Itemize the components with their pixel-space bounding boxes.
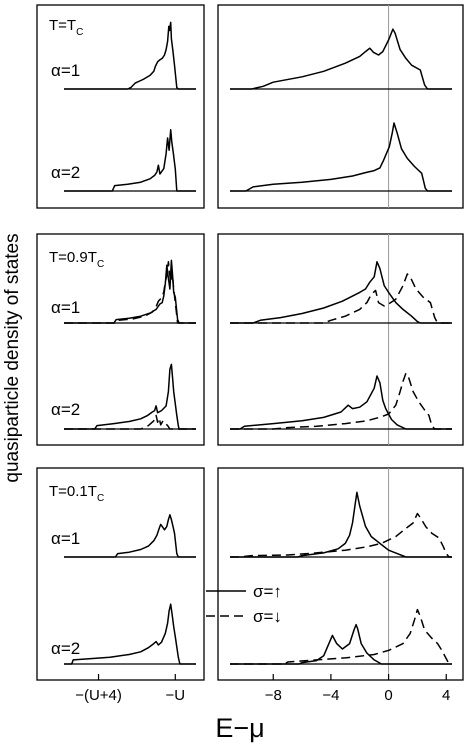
x-tick-label: 4 bbox=[442, 687, 450, 704]
legend: σ=↑ σ=↓ bbox=[206, 582, 282, 626]
panel-title-subscript: C bbox=[76, 27, 83, 38]
panel-title: T=TC bbox=[49, 17, 83, 38]
right-curve-spin-up bbox=[230, 261, 452, 324]
left-frame bbox=[36, 4, 205, 209]
left-curve-spin-up bbox=[64, 21, 196, 90]
x-axis-label: E−μ bbox=[215, 713, 264, 743]
panel-1: T=TC α=1 α=2 bbox=[36, 4, 464, 209]
right-curve-spin-up bbox=[230, 623, 452, 665]
alpha-label: α=1 bbox=[51, 529, 80, 548]
right-frame bbox=[217, 467, 464, 681]
left-curve-spin-up bbox=[64, 514, 196, 558]
alpha-label: α=2 bbox=[51, 400, 80, 419]
x-tick-label: −4 bbox=[322, 687, 339, 704]
legend-label: σ=↓ bbox=[253, 607, 282, 626]
right-curve-spin-up bbox=[230, 375, 452, 430]
right-curve-spin-up bbox=[230, 122, 452, 192]
alpha-label: α=1 bbox=[51, 61, 80, 80]
right-curve-spin-down bbox=[230, 512, 452, 558]
left-frame bbox=[36, 467, 205, 681]
x-tick-label: −8 bbox=[265, 687, 282, 704]
right-curve-spin-down bbox=[230, 608, 452, 665]
y-axis-label: quasiparticle density of states bbox=[2, 233, 23, 482]
panel-3: T=0.1TC α=1 α=2 bbox=[36, 467, 464, 681]
left-curve-spin-up bbox=[64, 129, 196, 192]
legend-label: σ=↑ bbox=[253, 582, 282, 601]
right-frame bbox=[217, 233, 464, 446]
panels-layer: T=TC α=1 α=2 T=0.9TC α=1 α=2 T=0.1TC α=1 α=2 −(U+… bbox=[36, 4, 464, 704]
panel-title-subscript: C bbox=[97, 493, 104, 504]
x-tick-label: −U bbox=[165, 687, 185, 704]
panel-title: T=0.1TC bbox=[49, 483, 104, 504]
right-curve-spin-down bbox=[230, 273, 452, 324]
panel-2: T=0.9TC α=1 α=2 bbox=[36, 233, 464, 446]
alpha-label: α=2 bbox=[51, 639, 80, 658]
left-frame bbox=[36, 233, 205, 446]
x-tick-label: −(U+4) bbox=[75, 687, 122, 704]
x-tick-label: 0 bbox=[384, 687, 392, 704]
left-curve-spin-up bbox=[64, 363, 196, 430]
right-curve-spin-up bbox=[230, 28, 452, 90]
panel-title-subscript: C bbox=[97, 259, 104, 270]
right-curve-spin-down bbox=[230, 372, 452, 430]
left-curve-spin-up bbox=[64, 603, 196, 665]
right-frame bbox=[217, 4, 464, 209]
left-curve-spin-down bbox=[64, 414, 196, 430]
right-curve-spin-up bbox=[230, 491, 452, 558]
left-curve-spin-down bbox=[64, 261, 196, 324]
alpha-label: α=2 bbox=[51, 163, 80, 182]
alpha-label: α=1 bbox=[51, 298, 80, 317]
panel-title: T=0.9TC bbox=[49, 249, 104, 270]
